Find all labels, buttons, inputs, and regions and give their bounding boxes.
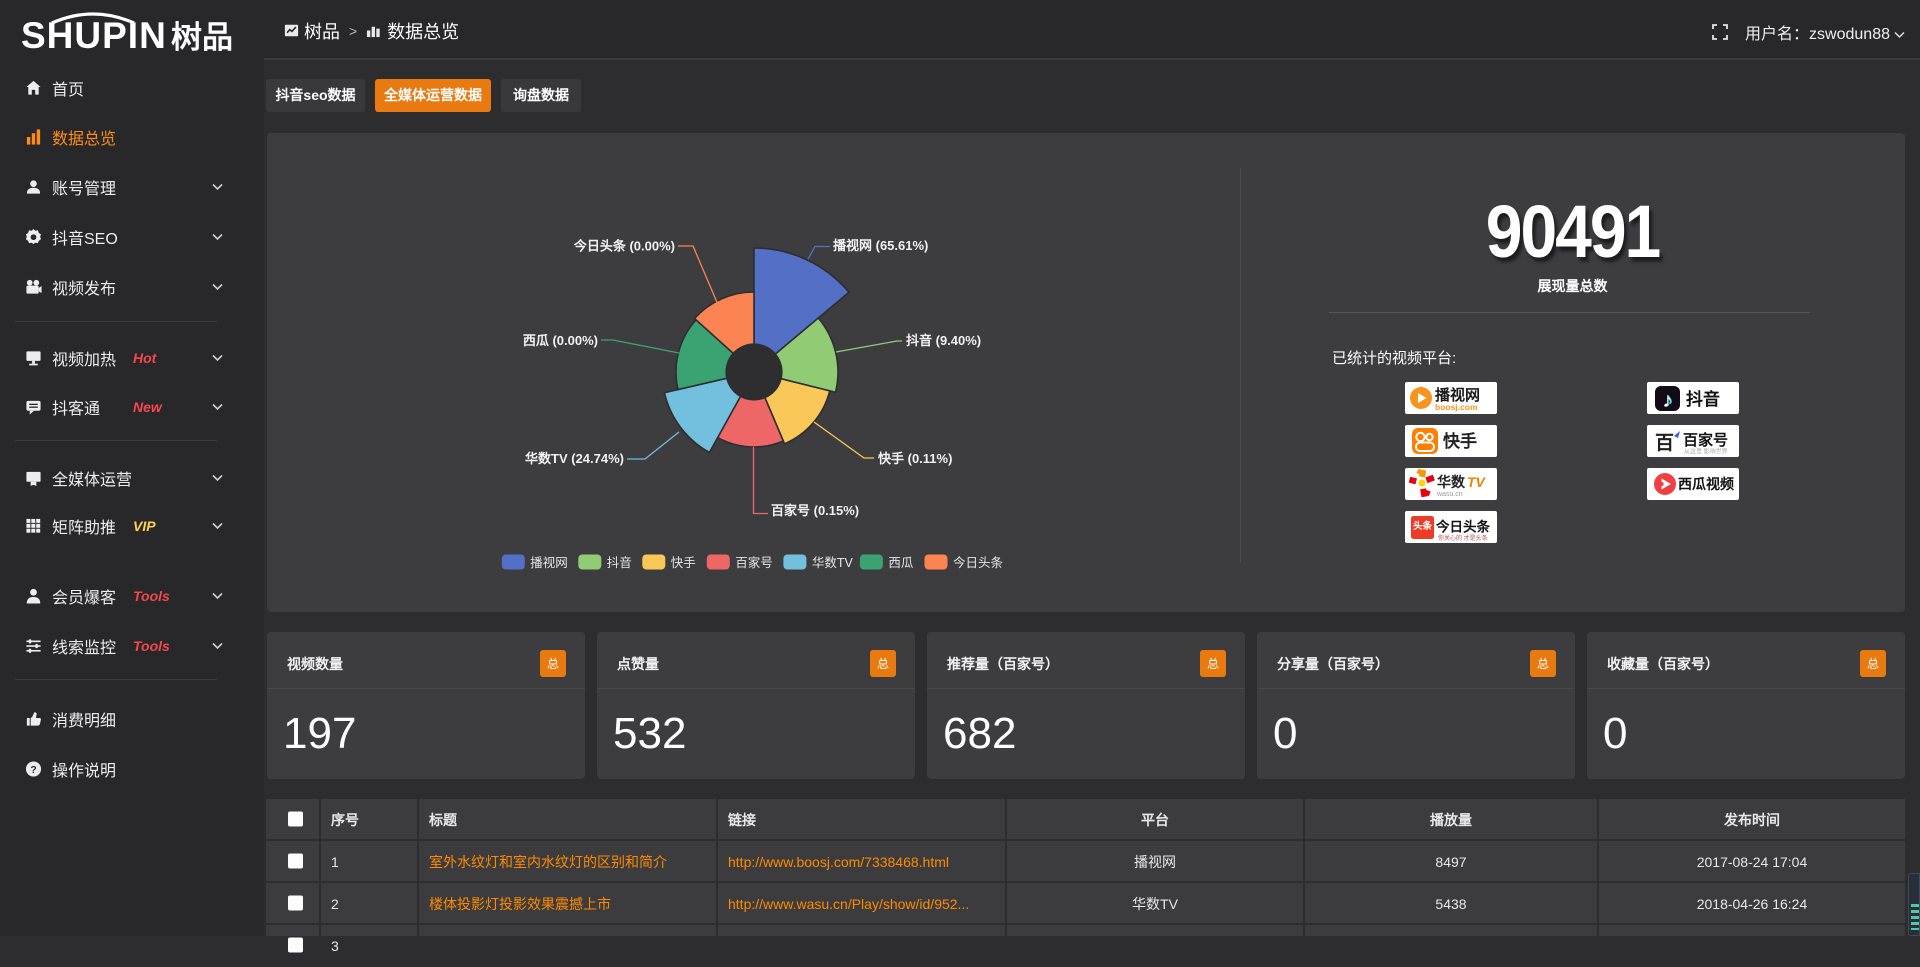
svg-text:?: ?	[30, 765, 36, 776]
svg-text:今日头条 (0.00%): 今日头条 (0.00%)	[573, 239, 675, 254]
svg-text:西瓜: 西瓜	[888, 556, 914, 570]
svg-text:wasu.cn: wasu.cn	[1436, 491, 1463, 498]
svg-text:boosj.com: boosj.com	[1435, 402, 1478, 412]
svg-text:华数TV: 华数TV	[812, 555, 854, 570]
svg-text:华数TV (24.74%): 华数TV (24.74%)	[525, 451, 624, 466]
svg-text:播视网: 播视网	[530, 555, 568, 570]
svg-text:快手: 快手	[1443, 431, 1477, 451]
svg-text:播视网 (65.61%): 播视网 (65.61%)	[833, 238, 928, 253]
svg-text:百家号 (0.15%): 百家号 (0.15%)	[771, 503, 859, 518]
svg-text:抖音 (9.40%): 抖音 (9.40%)	[906, 333, 981, 348]
svg-text:百: 百	[1655, 433, 1674, 454]
svg-text:SHUPIN: SHUPIN	[21, 15, 167, 56]
svg-text:百家号: 百家号	[1683, 431, 1728, 449]
svg-text:从这里 影响世界: 从这里 影响世界	[1684, 448, 1728, 456]
svg-text:播视网: 播视网	[1435, 386, 1480, 404]
svg-text:抖音: 抖音	[607, 555, 632, 570]
svg-text:TV: TV	[1467, 474, 1487, 490]
svg-text:你关心的 才是头条: 你关心的 才是头条	[1438, 534, 1488, 542]
svg-text:树品: 树品	[171, 20, 233, 55]
svg-text:西瓜视频: 西瓜视频	[1678, 476, 1734, 492]
svg-text:头条: 头条	[1413, 520, 1433, 532]
svg-text:快手 (0.11%): 快手 (0.11%)	[878, 451, 952, 466]
svg-text:百家号: 百家号	[735, 555, 773, 570]
svg-text:今日头条: 今日头条	[1436, 519, 1490, 535]
svg-text:快手: 快手	[671, 556, 696, 570]
svg-text:今日头条: 今日头条	[953, 555, 1004, 570]
svg-text:西瓜 (0.00%): 西瓜 (0.00%)	[523, 333, 598, 348]
svg-text:抖音: 抖音	[1686, 389, 1720, 409]
svg-text:♪: ♪	[1662, 389, 1673, 412]
svg-text:华数: 华数	[1437, 474, 1466, 490]
